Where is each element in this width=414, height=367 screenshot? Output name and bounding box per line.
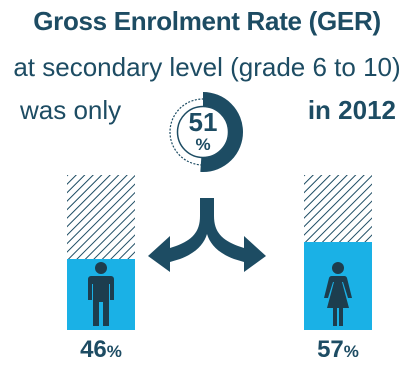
donut-unit: % [195,135,211,154]
male-percent-label: 46% [56,336,146,364]
female-person-icon [324,262,352,326]
donut-value: 51 [188,107,218,137]
donut-arc [163,92,243,172]
donut-ring [163,92,243,172]
year-text: in 2012 [307,95,396,125]
male-percent-unit: % [106,342,122,361]
was-only-text: was only [20,95,122,125]
chart-title: Gross Enrolment Rate (GER) [33,6,381,36]
male-percent-value: 46 [80,336,107,363]
female-percent-value: 57 [317,336,344,363]
chart-subtitle: at secondary level (grade 6 to 10) [13,52,401,82]
female-percent-label: 57% [293,336,383,364]
male-bar [67,175,135,330]
split-arrows-icon [148,198,266,272]
overall-donut: 51 % [162,91,244,173]
female-percent-unit: % [343,342,359,361]
donut-inner-ring [176,105,230,159]
male-person-icon [88,262,114,326]
